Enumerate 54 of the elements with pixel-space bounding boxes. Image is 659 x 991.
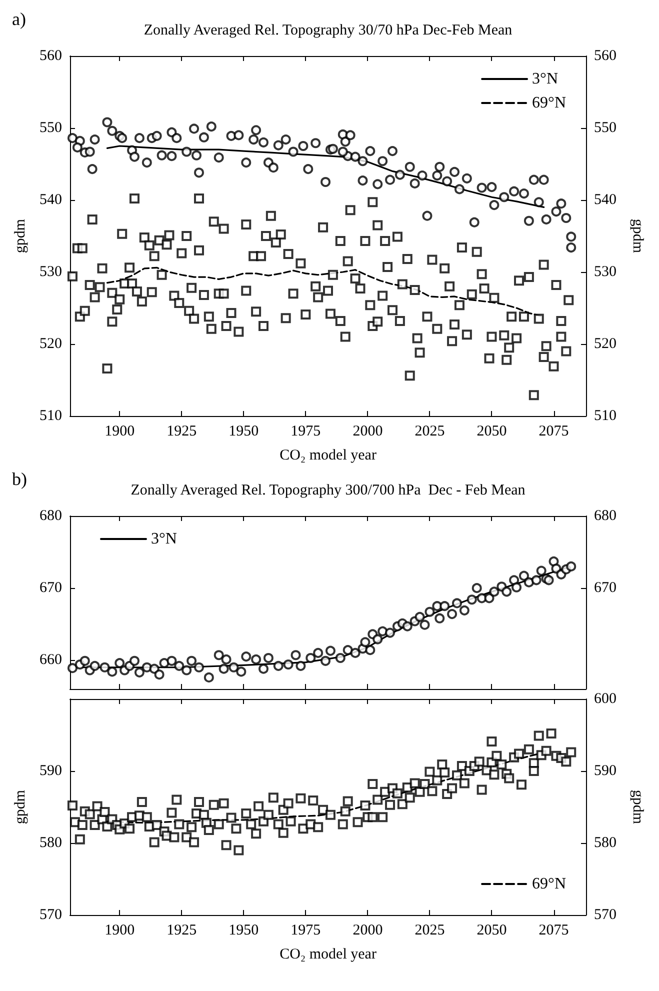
- y-tick-label: 570: [40, 906, 62, 923]
- y2-tick-label: 530: [594, 264, 616, 280]
- y-tick-label: 520: [40, 336, 62, 352]
- legend-label: 69°N: [532, 875, 566, 892]
- text: a): [12, 9, 26, 29]
- x-tick-label: 1975: [290, 424, 321, 440]
- y2-axis-title: gpdm: [630, 218, 646, 254]
- x-tick-label: 2075: [538, 424, 569, 440]
- x-tick-label: 1925: [166, 922, 197, 938]
- text: b): [12, 469, 27, 489]
- x-tick-label: 2025: [414, 922, 445, 938]
- x-tick-label: 1975: [290, 922, 321, 938]
- y2-tick-label: 670: [594, 580, 616, 596]
- x-tick-label: 1925: [166, 424, 197, 440]
- y2-tick-label: 550: [594, 120, 616, 136]
- x-axis-title: CO₂ model year: [280, 448, 376, 464]
- x-tick-label: 1950: [228, 424, 259, 440]
- x-tick-label: 2000: [352, 922, 383, 938]
- y-axis-title: gpdm: [12, 789, 28, 824]
- y2-tick-label: 510: [594, 408, 616, 424]
- y2-axis-title: gpdm: [630, 790, 646, 824]
- x-tick-label: 1900: [104, 922, 135, 938]
- y-tick-label: 670: [40, 580, 62, 596]
- y-tick-label: 660: [40, 652, 62, 668]
- chart-title: Zonally Averaged Rel. Topography 30/70 hPa Dec-Feb Mean: [144, 22, 513, 38]
- y-tick-label: 510: [40, 408, 62, 424]
- x-tick-label: 2000: [352, 424, 383, 440]
- y2-tick-label: 540: [594, 192, 616, 208]
- y2-tick-label: 520: [594, 336, 616, 352]
- y-tick-label: 590: [40, 762, 62, 779]
- x-tick-label: 1950: [228, 922, 259, 938]
- y-axis-title: gpdm: [12, 218, 28, 254]
- y-tick-label: 530: [40, 264, 62, 280]
- y-tick-label: 580: [40, 834, 62, 851]
- chart-title: Zonally Averaged Rel. Topography 300/700 hPa Dec - Feb Mean: [130, 482, 526, 498]
- legend-label: 3°N: [532, 70, 558, 88]
- y-tick-label: 680: [40, 508, 62, 524]
- legend-label: 69°N: [532, 94, 566, 112]
- legend-label: 3°N: [151, 530, 178, 548]
- y2-tick-label: 570: [594, 906, 616, 923]
- y-tick-label: 550: [40, 120, 62, 136]
- x-tick-label: 2025: [414, 424, 445, 440]
- x-tick-label: 2075: [538, 922, 569, 938]
- x-tick-label: 2050: [476, 424, 507, 440]
- y-tick-label: 560: [40, 48, 62, 64]
- y2-tick-label: 580: [594, 834, 616, 851]
- y2-tick-label: 680: [594, 508, 616, 524]
- y2-tick-label: 560: [594, 48, 616, 64]
- y2-tick-label: 590: [594, 762, 616, 779]
- x-axis-title: CO₂ model year: [280, 946, 376, 962]
- y-tick-label: 540: [40, 192, 62, 208]
- x-tick-label: 2050: [476, 922, 507, 938]
- y2-tick-label: 600: [594, 690, 616, 707]
- x-tick-label: 1900: [104, 424, 135, 440]
